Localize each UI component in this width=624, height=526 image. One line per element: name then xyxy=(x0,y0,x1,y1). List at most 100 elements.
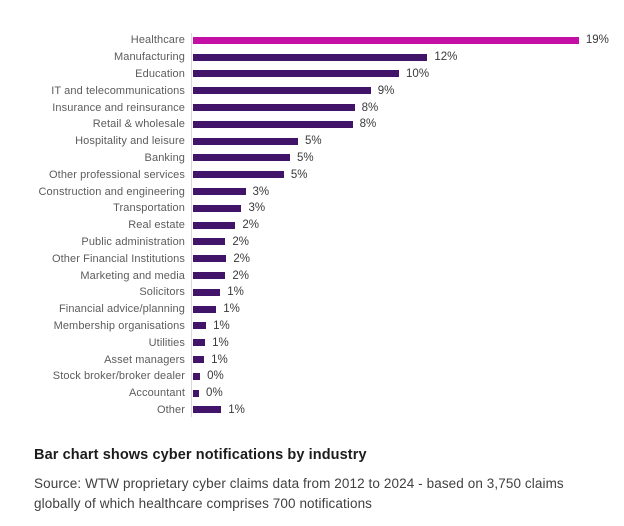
chart-row: Healthcare 19% xyxy=(0,32,624,49)
bar-segment xyxy=(193,406,222,414)
category-label: Public administration xyxy=(81,235,185,248)
bar-segment xyxy=(193,272,226,280)
bar-segment xyxy=(193,238,226,246)
bar-track: 1% xyxy=(193,404,624,416)
value-label: 3% xyxy=(252,185,270,198)
bar-track: 3% xyxy=(193,186,624,198)
chart-title: Bar chart shows cyber notifications by i… xyxy=(34,447,367,463)
chart-row: Manufacturing 12% xyxy=(0,49,624,66)
bar-track: 3% xyxy=(193,202,624,214)
chart-row: Transportation 3% xyxy=(0,200,624,217)
category-label: Banking xyxy=(144,151,185,164)
bar-segment xyxy=(193,104,355,112)
bar-track: 1% xyxy=(193,286,624,298)
value-label: 1% xyxy=(227,286,244,299)
chart-row: Banking 5% xyxy=(0,150,624,167)
value-label: 8% xyxy=(359,118,377,131)
bar-track: 1% xyxy=(193,320,624,332)
value-label: 10% xyxy=(406,67,430,80)
bar-segment xyxy=(193,322,207,330)
bar-segment xyxy=(193,53,428,61)
category-label: Retail & wholesale xyxy=(92,118,185,131)
value-label: 1% xyxy=(213,319,230,332)
chart-row: Other 1% xyxy=(0,402,624,419)
value-label: 2% xyxy=(242,219,260,232)
chart-rows: Healthcare 19% Manufacturing 12% Education 10… xyxy=(0,32,624,418)
bar-segment xyxy=(193,305,217,313)
value-label: 1% xyxy=(223,303,240,316)
bar-track: 0% xyxy=(193,370,624,382)
chart-row: Membership organisations 1% xyxy=(0,318,624,335)
bar-segment xyxy=(193,255,227,263)
bar-segment xyxy=(193,372,201,380)
chart-row: Retail & wholesale 8% xyxy=(0,116,624,133)
bar-segment xyxy=(193,221,236,229)
bar-track: 2% xyxy=(193,219,624,231)
chart-row: Marketing and media 2% xyxy=(0,267,624,284)
bar-segment xyxy=(193,171,284,179)
category-label: Other professional services xyxy=(49,168,185,181)
value-label: 0% xyxy=(206,387,223,400)
cyber-notifications-bar-chart: Healthcare 19% Manufacturing 12% Education 10… xyxy=(0,32,624,419)
category-label: Real estate xyxy=(128,219,185,232)
bar-track: 10% xyxy=(193,68,624,80)
category-label: Healthcare xyxy=(130,34,185,47)
category-label: Other xyxy=(156,403,185,416)
bar-track: 0% xyxy=(193,387,624,399)
value-label: 2% xyxy=(232,235,249,248)
category-label: Insurance and reinsurance xyxy=(52,101,185,114)
value-label: 5% xyxy=(290,168,308,181)
bar-segment xyxy=(193,339,206,347)
bar-track: 2% xyxy=(193,253,624,265)
value-label: 3% xyxy=(248,202,266,215)
chart-row: Accountant 0% xyxy=(0,385,624,402)
bar-track: 9% xyxy=(193,85,624,97)
category-label: Accountant xyxy=(128,387,185,400)
chart-row: Education 10% xyxy=(0,66,624,83)
bar-track: 1% xyxy=(193,303,624,315)
chart-row: IT and telecommunications 9% xyxy=(0,82,624,99)
chart-row: Insurance and reinsurance 8% xyxy=(0,99,624,116)
chart-caption: Bar chart shows cyber notifications by i… xyxy=(34,447,594,514)
axis-baseline xyxy=(191,33,192,417)
bar-track: 2% xyxy=(193,270,624,282)
value-label: 1% xyxy=(228,403,245,416)
category-label: Transportation xyxy=(113,202,185,215)
value-label: 9% xyxy=(377,84,395,97)
bar-track: 1% xyxy=(193,354,624,366)
value-label: 1% xyxy=(211,353,228,366)
category-label: Financial advice/planning xyxy=(58,303,185,316)
chart-row: Other professional services 5% xyxy=(0,166,624,183)
value-label: 8% xyxy=(361,101,379,114)
category-label: Hospitality and leisure xyxy=(75,135,185,148)
bar-track: 5% xyxy=(193,169,624,181)
value-label: 2% xyxy=(232,269,249,282)
bar-track: 1% xyxy=(193,337,624,349)
bar-segment xyxy=(193,36,579,44)
bar-segment xyxy=(193,154,290,162)
category-label: Marketing and media xyxy=(80,269,185,282)
value-label: 12% xyxy=(434,51,458,64)
bar-segment xyxy=(193,120,353,128)
value-label: 5% xyxy=(296,151,314,164)
chart-row: Real estate 2% xyxy=(0,217,624,234)
category-label: IT and telecommunications xyxy=(51,84,185,97)
bar-segment xyxy=(193,70,400,78)
bar-segment xyxy=(193,87,371,95)
category-label: Asset managers xyxy=(104,353,185,366)
chart-row: Hospitality and leisure 5% xyxy=(0,133,624,150)
bar-segment xyxy=(193,356,205,364)
category-label: Membership organisations xyxy=(53,319,185,332)
chart-row: Stock broker/broker dealer 0% xyxy=(0,368,624,385)
bar-segment xyxy=(193,137,299,145)
chart-row: Utilities 1% xyxy=(0,334,624,351)
value-label: 1% xyxy=(212,336,229,349)
bar-track: 8% xyxy=(193,118,624,130)
bar-track: 19% xyxy=(193,34,624,46)
chart-row: Solicitors 1% xyxy=(0,284,624,301)
bar-segment xyxy=(193,204,242,212)
value-label: 0% xyxy=(207,370,224,383)
chart-row: Financial advice/planning 1% xyxy=(0,301,624,318)
category-label: Manufacturing xyxy=(113,51,185,64)
chart-row: Asset managers 1% xyxy=(0,351,624,368)
